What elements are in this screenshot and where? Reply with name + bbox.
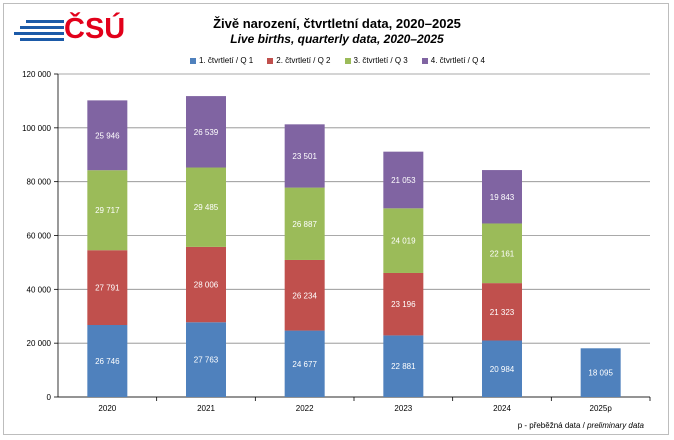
data-label: 22 881 xyxy=(391,362,416,371)
data-label: 22 161 xyxy=(490,249,515,258)
legend-swatch-q1 xyxy=(190,57,196,64)
bar-segment xyxy=(482,340,522,397)
legend-item-q1: 1. čtvrtletí / Q 1 xyxy=(190,56,253,65)
data-label: 26 539 xyxy=(194,128,219,137)
data-label: 26 887 xyxy=(292,220,317,229)
y-tick-label: 100 000 xyxy=(22,124,51,133)
logo-stripes xyxy=(14,20,64,44)
legend-label-q3: 3. čtvrtletí / Q 3 xyxy=(353,56,408,65)
bar-segment xyxy=(383,208,424,273)
x-tick-label: 2020 xyxy=(98,404,116,413)
y-tick-label: 120 000 xyxy=(22,70,51,79)
bar-segment xyxy=(482,283,522,341)
legend-swatch-q3 xyxy=(344,57,351,64)
bar-segment xyxy=(87,250,128,326)
bar-segment xyxy=(284,187,325,260)
legend-item-q3: 3. čtvrtletí / Q 3 xyxy=(344,56,408,65)
bar-segment xyxy=(383,151,424,209)
data-label: 26 746 xyxy=(95,357,120,366)
x-tick-label: 2022 xyxy=(296,404,314,413)
data-label: 24 677 xyxy=(292,360,317,369)
data-label: 29 485 xyxy=(194,203,219,212)
data-label: 29 717 xyxy=(95,206,120,215)
legend-item-q4: 4. čtvrtletí / Q 4 xyxy=(421,56,485,65)
bar-segment xyxy=(383,272,424,336)
legend-label-q1: 1. čtvrtletí / Q 1 xyxy=(199,56,254,65)
data-label: 23 196 xyxy=(391,300,416,309)
bar-segment xyxy=(87,170,128,251)
x-tick-label: 2025p xyxy=(590,404,613,413)
bar-segment xyxy=(580,348,621,397)
legend-label-q2: 2. čtvrtletí / Q 2 xyxy=(276,56,331,65)
data-label: 20 984 xyxy=(490,365,515,374)
footnote: p - přeběžná data / preliminary data xyxy=(518,421,644,430)
bar-segment xyxy=(482,170,522,224)
data-label: 24 019 xyxy=(391,237,416,246)
bar-segment xyxy=(284,259,325,331)
data-label: 21 323 xyxy=(490,308,515,317)
csu-logo: ČSÚ xyxy=(14,13,125,47)
footnote-italic: preliminary data xyxy=(587,421,644,430)
x-tick-label: 2024 xyxy=(493,404,511,413)
y-tick-label: 80 000 xyxy=(27,178,52,187)
data-label: 18 095 xyxy=(588,369,613,378)
x-tick-label: 2023 xyxy=(394,404,412,413)
bar-segment xyxy=(186,322,226,397)
bar-segment xyxy=(284,330,325,397)
logo-text: ČSÚ xyxy=(64,13,126,45)
y-tick-label: 40 000 xyxy=(27,285,52,294)
chart-subtitle: Live births, quarterly data, 2020–2025 xyxy=(230,32,444,46)
x-tick-label: 2021 xyxy=(197,404,215,413)
y-tick-label: 60 000 xyxy=(27,232,52,241)
legend-swatch-q2 xyxy=(267,57,274,64)
bar-segment xyxy=(284,124,325,188)
bar-segment xyxy=(87,325,128,397)
data-label: 19 843 xyxy=(490,193,515,202)
bar-segment xyxy=(87,100,128,171)
data-label: 28 006 xyxy=(194,281,219,290)
bar-segment xyxy=(482,223,522,284)
bar-segment xyxy=(186,167,226,247)
y-tick-label: 0 xyxy=(47,393,52,402)
footnote-prefix: p - přeběžná data / xyxy=(517,421,588,430)
bar-segment xyxy=(186,96,226,168)
legend-item-q2: 2. čtvrtletí / Q 2 xyxy=(267,56,331,65)
legend-swatch-q4 xyxy=(421,57,428,64)
legend-label-q4: 4. čtvrtletí / Q 4 xyxy=(430,56,485,65)
data-label: 26 234 xyxy=(292,291,317,300)
bar-segment xyxy=(383,335,424,397)
chart-title: Živě narození, čtvrtletní data, 2020–202… xyxy=(213,16,461,31)
data-label: 27 763 xyxy=(194,356,219,365)
legend: 1. čtvrtletí / Q 1 2. čtvrtletí / Q 2 3.… xyxy=(190,56,485,65)
y-tick-label: 20 000 xyxy=(27,339,52,348)
data-label: 23 501 xyxy=(292,152,317,161)
data-label: 21 053 xyxy=(391,176,416,185)
data-label: 27 791 xyxy=(95,284,120,293)
data-label: 25 946 xyxy=(95,131,120,140)
bar-segment xyxy=(186,246,226,323)
